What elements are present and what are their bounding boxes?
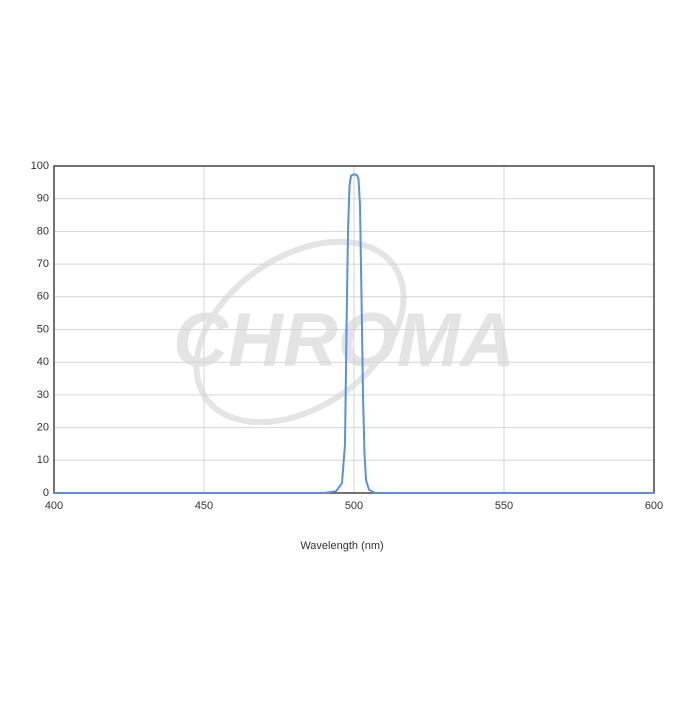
y-tick-label: 50 bbox=[37, 323, 49, 335]
y-tick-label: 90 bbox=[37, 193, 49, 205]
x-tick-label: 600 bbox=[645, 500, 663, 512]
x-tick-label: 450 bbox=[195, 500, 213, 512]
y-tick-label: 40 bbox=[37, 356, 49, 368]
y-tick-label: 60 bbox=[37, 291, 49, 303]
watermark: CHROMA bbox=[173, 298, 515, 383]
x-tick-label: 550 bbox=[495, 500, 513, 512]
x-tick-label: 500 bbox=[345, 500, 363, 512]
y-tick-label: 0 bbox=[43, 487, 49, 499]
y-tick-label: 10 bbox=[37, 454, 49, 466]
y-tick-label: 100 bbox=[31, 160, 49, 172]
y-tick-label: 70 bbox=[37, 258, 49, 270]
y-tick-label: 30 bbox=[37, 389, 49, 401]
x-tick-label: 400 bbox=[45, 500, 63, 512]
y-tick-label: 80 bbox=[37, 225, 49, 237]
plot-frame bbox=[53, 165, 655, 494]
y-tick-label: 20 bbox=[37, 422, 49, 434]
x-axis-label: Wavelength (nm) bbox=[300, 540, 383, 552]
series-line bbox=[54, 173, 654, 494]
watermark-swoosh bbox=[193, 238, 407, 426]
